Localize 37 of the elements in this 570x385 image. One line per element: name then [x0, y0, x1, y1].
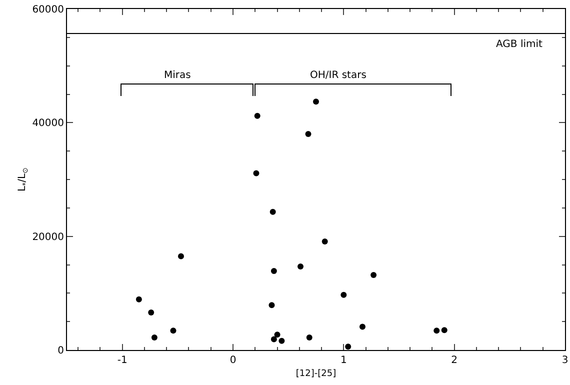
point [322, 238, 328, 244]
point [305, 131, 312, 138]
point [148, 309, 154, 316]
point [434, 328, 440, 334]
point [268, 302, 275, 308]
x-tick-label: 1 [340, 355, 347, 366]
point [298, 263, 304, 270]
point [178, 253, 184, 260]
ref-line-label: AGB limit [496, 39, 543, 50]
x-tick-label: 3 [562, 355, 568, 366]
point [340, 292, 347, 298]
annotation: Miras [164, 70, 191, 81]
point [359, 324, 366, 330]
y-tick-label: 0 [58, 346, 64, 356]
y-tick-label: 20000 [32, 232, 64, 243]
point [345, 344, 352, 350]
point [136, 296, 142, 302]
point [274, 332, 280, 338]
point [270, 268, 277, 274]
point [254, 112, 260, 119]
point [441, 327, 448, 334]
point [270, 336, 277, 342]
point [253, 170, 260, 176]
y-tick-label: 60000 [32, 4, 64, 16]
x-axis-title: [12]-[25] [296, 368, 336, 379]
point [270, 208, 276, 215]
point [278, 338, 285, 344]
x-tick-label: 2 [451, 355, 458, 366]
point [306, 334, 312, 340]
point [151, 334, 158, 340]
point [370, 272, 377, 278]
x-tick-label: -1 [117, 355, 128, 366]
x-tick-label: 0 [230, 355, 236, 366]
y-tick-label: 40000 [32, 118, 64, 130]
point [313, 98, 319, 105]
point [170, 328, 176, 334]
annotation: OH/IR stars [310, 70, 366, 81]
